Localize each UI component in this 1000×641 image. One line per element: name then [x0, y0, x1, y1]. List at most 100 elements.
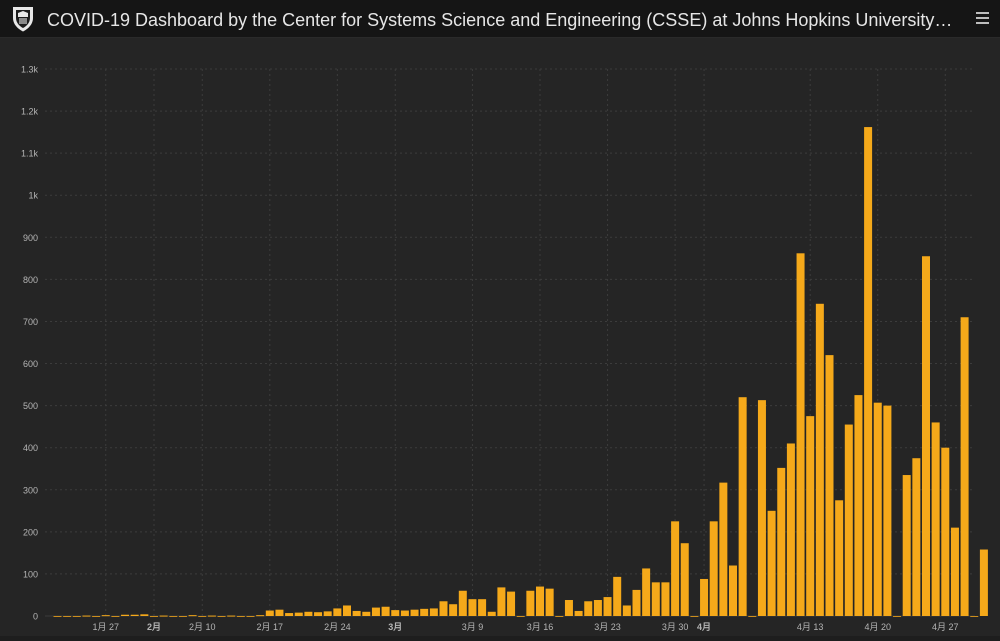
chart-bar[interactable]: [400, 610, 409, 616]
chart-bar[interactable]: [729, 565, 737, 616]
chart-bar[interactable]: [545, 588, 554, 616]
chart-bar[interactable]: [902, 475, 911, 616]
chart-bar[interactable]: [690, 616, 699, 617]
chart-bar[interactable]: [63, 616, 72, 617]
chart-bar[interactable]: [555, 616, 564, 617]
chart-bar[interactable]: [574, 610, 583, 616]
chart-bar[interactable]: [236, 616, 245, 617]
chart-bar[interactable]: [111, 616, 120, 617]
chart-bar[interactable]: [150, 616, 158, 617]
chart-bar[interactable]: [314, 612, 323, 616]
chart-bar[interactable]: [410, 609, 419, 616]
chart-bar[interactable]: [516, 616, 525, 617]
chart-bar[interactable]: [979, 549, 988, 616]
chart-bar[interactable]: [632, 589, 641, 616]
chart-bar[interactable]: [159, 615, 168, 617]
x-tick-label: 3月 23: [594, 622, 621, 632]
chart-bar[interactable]: [883, 405, 892, 616]
chart-bar[interactable]: [825, 355, 834, 616]
chart-bar[interactable]: [188, 615, 197, 617]
chart-bar[interactable]: [680, 543, 689, 616]
chart-bar[interactable]: [198, 616, 207, 617]
chart-bar[interactable]: [352, 610, 361, 616]
chart-bar[interactable]: [217, 616, 226, 617]
chart-bar[interactable]: [526, 590, 535, 616]
chart-bar[interactable]: [468, 599, 477, 616]
chart-bar[interactable]: [478, 599, 487, 616]
chart-bar[interactable]: [767, 510, 776, 616]
chart-bar[interactable]: [738, 397, 747, 616]
chart-bar[interactable]: [864, 127, 873, 616]
chart-bar[interactable]: [130, 614, 139, 616]
chart-bar[interactable]: [700, 578, 709, 616]
chart-bar[interactable]: [960, 317, 969, 616]
chart-bar[interactable]: [92, 616, 101, 617]
chart-bar[interactable]: [796, 253, 805, 617]
chart-bar[interactable]: [72, 616, 81, 617]
chart-bar[interactable]: [101, 615, 110, 617]
chart-bar[interactable]: [285, 613, 294, 616]
chart-bar[interactable]: [941, 447, 950, 616]
chart-bar[interactable]: [709, 521, 718, 616]
chart-bar[interactable]: [207, 615, 216, 617]
chart-bar[interactable]: [497, 587, 506, 616]
chart-bar[interactable]: [912, 458, 921, 616]
chart-bar[interactable]: [487, 611, 496, 616]
chart-bar[interactable]: [256, 615, 265, 617]
chart-bar[interactable]: [950, 527, 959, 616]
chart-bar[interactable]: [362, 611, 371, 616]
chart-bar[interactable]: [970, 616, 979, 617]
app-header: COVID-19 Dashboard by the Center for Sys…: [0, 0, 1000, 38]
hamburger-menu-icon[interactable]: [972, 7, 994, 29]
chart-bar[interactable]: [786, 443, 795, 616]
chart-bar[interactable]: [622, 605, 631, 616]
chart-bar[interactable]: [439, 601, 448, 616]
chart-bar[interactable]: [449, 604, 458, 616]
chart-bar[interactable]: [333, 608, 342, 616]
chart-bar[interactable]: [564, 600, 573, 616]
chart-bar[interactable]: [178, 616, 187, 617]
chart-bar[interactable]: [642, 568, 651, 616]
chart-bar[interactable]: [227, 615, 236, 617]
chart-bar[interactable]: [844, 424, 853, 616]
chart-bar[interactable]: [671, 521, 680, 616]
chart-bar[interactable]: [343, 605, 351, 616]
chart-bar[interactable]: [294, 612, 303, 616]
chart-bar[interactable]: [121, 614, 130, 616]
chart-bar[interactable]: [323, 611, 332, 616]
chart-bar[interactable]: [922, 256, 930, 616]
chart-bar[interactable]: [931, 422, 940, 616]
chart-bar[interactable]: [651, 582, 660, 616]
chart-bar[interactable]: [661, 582, 670, 616]
chart-bar[interactable]: [603, 597, 612, 616]
chart-bar[interactable]: [815, 303, 824, 616]
chart-bar[interactable]: [53, 616, 62, 617]
chart-bar[interactable]: [381, 606, 390, 616]
chart-bar[interactable]: [806, 416, 815, 616]
chart-bar[interactable]: [777, 467, 786, 616]
chart-bar[interactable]: [719, 482, 728, 616]
chart-bar[interactable]: [391, 610, 400, 616]
chart-bar[interactable]: [265, 610, 274, 616]
chart-bar[interactable]: [507, 591, 516, 616]
chart-bar[interactable]: [757, 400, 766, 616]
chart-bar[interactable]: [169, 616, 178, 617]
chart-bar[interactable]: [748, 616, 757, 617]
chart-bar[interactable]: [835, 500, 844, 616]
chart-bar[interactable]: [893, 616, 902, 617]
chart-bar[interactable]: [275, 609, 284, 616]
chart-bar[interactable]: [584, 601, 593, 616]
chart-bar[interactable]: [613, 576, 622, 616]
chart-bar[interactable]: [420, 608, 429, 616]
chart-bar[interactable]: [429, 608, 438, 616]
chart-bar[interactable]: [854, 395, 863, 616]
chart-bar[interactable]: [140, 614, 149, 616]
chart-bar[interactable]: [371, 607, 380, 616]
chart-bar[interactable]: [246, 616, 255, 617]
chart-bar[interactable]: [593, 600, 602, 616]
chart-bar[interactable]: [304, 611, 313, 616]
chart-bar[interactable]: [873, 402, 882, 616]
chart-bar[interactable]: [458, 590, 467, 616]
chart-bar[interactable]: [82, 615, 91, 617]
chart-bar[interactable]: [536, 586, 544, 616]
